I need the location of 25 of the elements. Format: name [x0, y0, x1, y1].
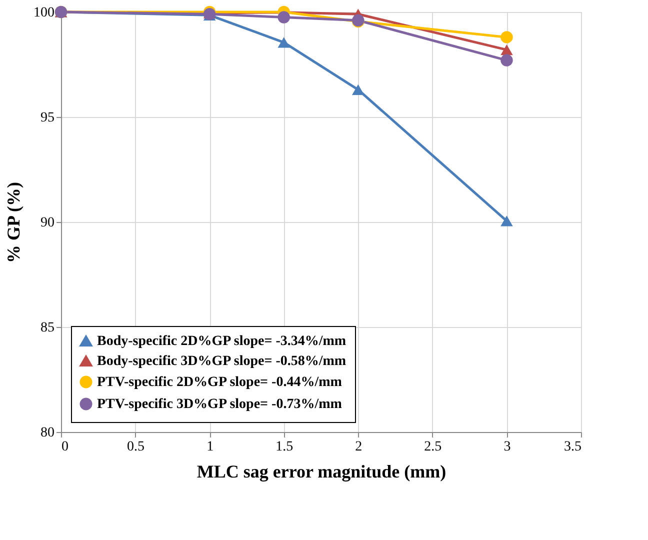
x-tick-label: 0: [62, 440, 68, 454]
legend-label: PTV-specific 2D%GP slope= -0.44%/mm: [97, 375, 342, 390]
y-axis-title: % GP (%): [4, 182, 24, 263]
point: [278, 11, 290, 24]
legend-label: Body-specific 2D%GP slope= -3.34%/mm: [97, 334, 346, 349]
y-tick-label: 95: [40, 110, 54, 126]
point: [500, 216, 513, 226]
x-tick-label: 3: [504, 440, 511, 454]
x-tick-label: 3.5: [564, 440, 582, 454]
legend-label: PTV-specific 3D%GP slope= -0.73%/mm: [97, 397, 342, 412]
x-tick-label: 2: [355, 440, 362, 454]
y-tick-label: 100: [34, 6, 54, 20]
point: [500, 31, 513, 44]
x-tick-label: 0.5: [127, 440, 145, 454]
x-axis-title: MLC sag error magnitude (mm): [196, 462, 446, 482]
x-tick-label: 1.5: [276, 440, 294, 454]
y-tick-label: 80: [40, 426, 54, 440]
point: [500, 54, 513, 66]
y-tick-label: 85: [40, 320, 54, 336]
point: [352, 84, 364, 96]
point: [278, 37, 290, 48]
x-tick-label: 1: [206, 440, 214, 454]
legend-label: Body-specific 3D%GP slope= -0.58%/mm: [97, 354, 346, 369]
x-tick-label: 2.5: [424, 440, 442, 454]
y-tick-label: 90: [40, 216, 54, 230]
